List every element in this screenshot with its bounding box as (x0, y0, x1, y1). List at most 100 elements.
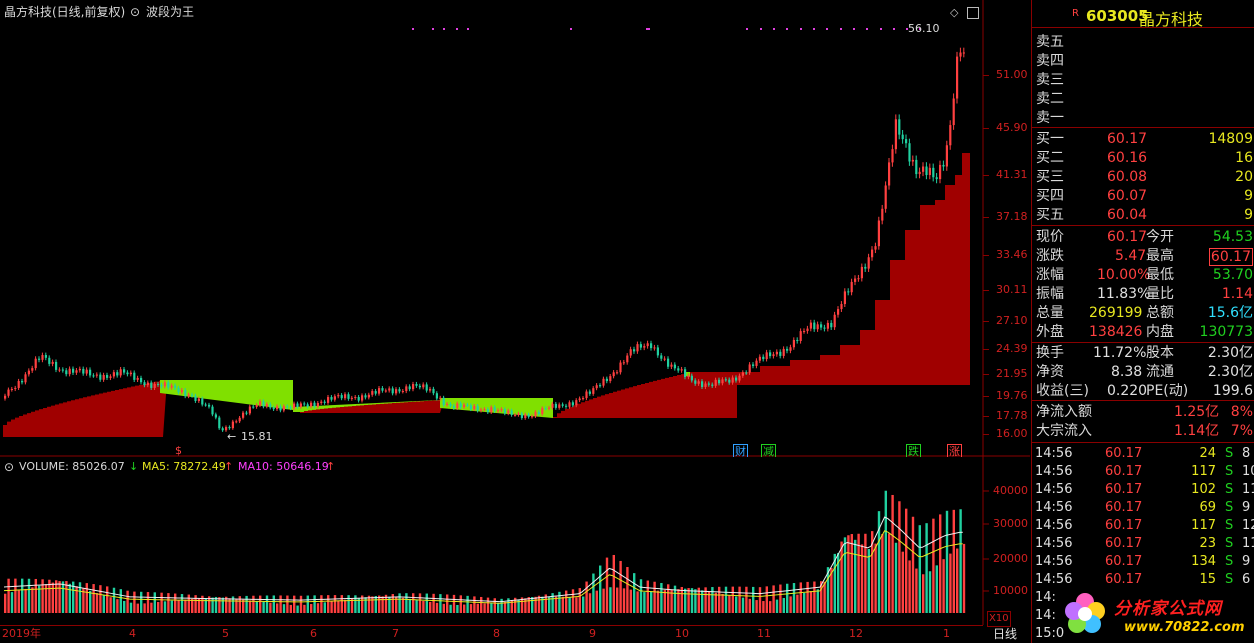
volume-bar (388, 596, 391, 613)
candle-body (293, 403, 296, 409)
price-chart[interactable]: 晶方科技(日线,前复权) ⊙ 波段为王 ◇ 56.10 ← 15.81 51.0… (0, 0, 1030, 459)
candle-body (337, 395, 340, 397)
volume-bar (347, 595, 350, 613)
volume-bar (228, 598, 231, 613)
volume-bar (534, 596, 537, 613)
candlestick-chart[interactable] (0, 0, 1030, 457)
stat-row: 涨跌 5.47 最高 60.17 (1036, 248, 1253, 266)
date-axis: 2019年 4 5 6 7 8 9 10 11 12 1 日线 (0, 625, 1030, 643)
candle-body (755, 360, 758, 366)
volume-toggle-icon[interactable]: ⊙ (4, 460, 15, 474)
volume-bar (269, 602, 272, 613)
volume-tick: 20000 (993, 552, 1028, 565)
volume-bar (146, 592, 150, 613)
candle-body (500, 409, 503, 411)
volume-bar (446, 594, 449, 613)
candle-body (684, 369, 687, 378)
volume-bar (932, 518, 935, 613)
candle-body (61, 369, 64, 371)
volume-bar (422, 600, 425, 613)
volume-bar (945, 510, 949, 613)
candle-body (415, 384, 418, 386)
candle-body (174, 385, 177, 388)
candle-body (646, 343, 649, 347)
candle-body (942, 164, 945, 167)
candle-body (480, 409, 483, 411)
candle-body (850, 281, 853, 293)
volume-bar (585, 581, 588, 613)
candle-body (123, 369, 126, 373)
candle-body (585, 391, 588, 399)
volume-bar (636, 591, 639, 613)
divider (1032, 442, 1254, 443)
volume-bar (745, 586, 748, 613)
window-toggle-button[interactable] (967, 7, 979, 19)
candle-body (762, 356, 765, 360)
event-marker-dollar[interactable]: $ (175, 444, 182, 457)
candle-body (707, 383, 710, 385)
volume-bar (871, 531, 874, 613)
candle-body (490, 407, 493, 413)
candle-body (724, 379, 727, 381)
candle-body (55, 361, 58, 370)
candle-body (956, 56, 959, 99)
signal-dot (467, 28, 469, 30)
volume-bar (786, 583, 789, 613)
candle-body (395, 389, 398, 394)
candle-body (619, 362, 622, 373)
flower-logo-icon (1065, 593, 1105, 633)
candle-body (486, 409, 489, 413)
stat-row: 涨幅 10.00% 最低 53.70 (1036, 267, 1253, 283)
indicator-toggle-icon[interactable]: ⊙ (130, 5, 141, 19)
candle-body (44, 355, 47, 358)
flow-row: 净流入额 1.25亿 8% (1036, 404, 1253, 420)
candle-body (507, 410, 510, 414)
volume-bar (123, 600, 126, 613)
divider (1032, 225, 1254, 226)
axis-label: 2019年 (2, 627, 41, 640)
candle-body (99, 374, 102, 380)
period-button[interactable]: 日线 (993, 627, 1018, 641)
volume-chart[interactable]: ⊙ VOLUME: 85026.07 ↓ MA5: 78272.49 ↑ MA1… (0, 457, 1030, 627)
volume-bar (629, 589, 632, 613)
signal-dot (746, 28, 748, 30)
candle-body (167, 382, 170, 388)
volume-bar (432, 593, 435, 613)
volume-bar (486, 597, 490, 613)
volume-bar (242, 599, 245, 613)
candle-body (772, 354, 775, 357)
volume-bars[interactable] (0, 457, 1030, 625)
volume-bar (738, 586, 741, 613)
volume-bar (10, 592, 14, 613)
volume-bar (962, 543, 966, 613)
volume-bar (191, 598, 194, 613)
volume-bar (354, 595, 357, 613)
volume-bar (89, 590, 92, 613)
candle-body (299, 403, 302, 407)
sell-level: 卖三 (1036, 72, 1064, 88)
volume-bar (313, 595, 316, 613)
volume-bar (51, 582, 54, 613)
candle-body (459, 403, 462, 408)
volume-bar (58, 581, 61, 613)
candle-body (796, 339, 799, 341)
signal-dot (906, 28, 908, 30)
candle-body (731, 377, 734, 383)
volume-bar (514, 597, 517, 613)
candle-body (418, 385, 421, 388)
volume-bar (398, 593, 401, 613)
candle-body (667, 358, 670, 367)
volume-bar (265, 595, 269, 613)
candle-body (184, 390, 187, 397)
volume-bar (327, 595, 330, 613)
price-tick: 19.76 (996, 389, 1028, 402)
volume-bar (922, 574, 925, 613)
signal-dot (570, 28, 572, 30)
volume-bar (860, 544, 864, 613)
volume-bar (731, 586, 734, 613)
candle-body (34, 358, 37, 369)
volume-bar (293, 595, 296, 613)
diamond-icon[interactable]: ◇ (950, 6, 959, 19)
volume-bar (775, 599, 779, 613)
